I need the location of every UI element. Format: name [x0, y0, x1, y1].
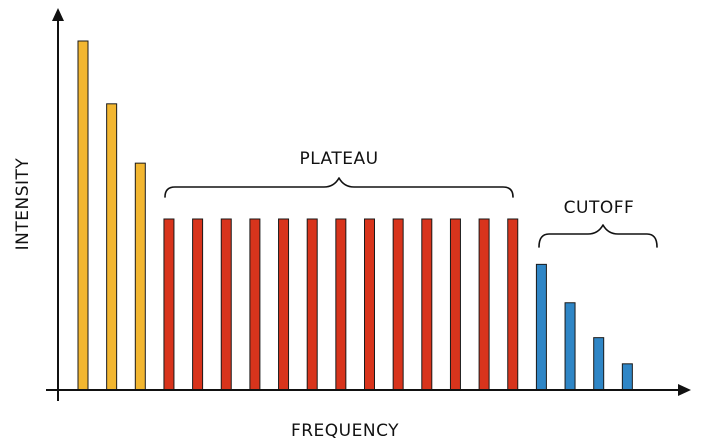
cutoff-label: CUTOFF [564, 198, 635, 218]
bar-17 [535, 263, 547, 391]
bar-19 [593, 337, 605, 391]
axes-group [46, 8, 691, 401]
bar-13 [421, 218, 433, 391]
plateau-label: PLATEAU [299, 149, 378, 169]
bar-15 [478, 218, 490, 391]
bar-6 [220, 218, 232, 391]
bar-5 [192, 218, 204, 391]
bar-7 [249, 218, 261, 391]
bar-9 [306, 218, 318, 391]
bar-1 [77, 40, 89, 391]
cutoff-brace [538, 224, 658, 248]
bar-18 [564, 302, 576, 391]
x-axis-label: FREQUENCY [291, 421, 399, 441]
bars-group [77, 40, 633, 391]
bar-11 [364, 218, 375, 391]
bar-2 [106, 103, 118, 391]
bar-8 [278, 218, 290, 391]
plateau-brace [164, 177, 514, 198]
bar-3 [134, 162, 146, 391]
bar-12 [392, 218, 404, 391]
bar-16 [507, 218, 519, 391]
bar-20 [621, 363, 633, 391]
x-axis-arrow-icon [678, 384, 691, 396]
y-axis-arrow-icon [52, 8, 64, 21]
bar-10 [335, 218, 347, 391]
bar-14 [449, 218, 461, 391]
y-axis-label: INTENSITY [13, 158, 33, 251]
bar-4 [163, 218, 175, 391]
